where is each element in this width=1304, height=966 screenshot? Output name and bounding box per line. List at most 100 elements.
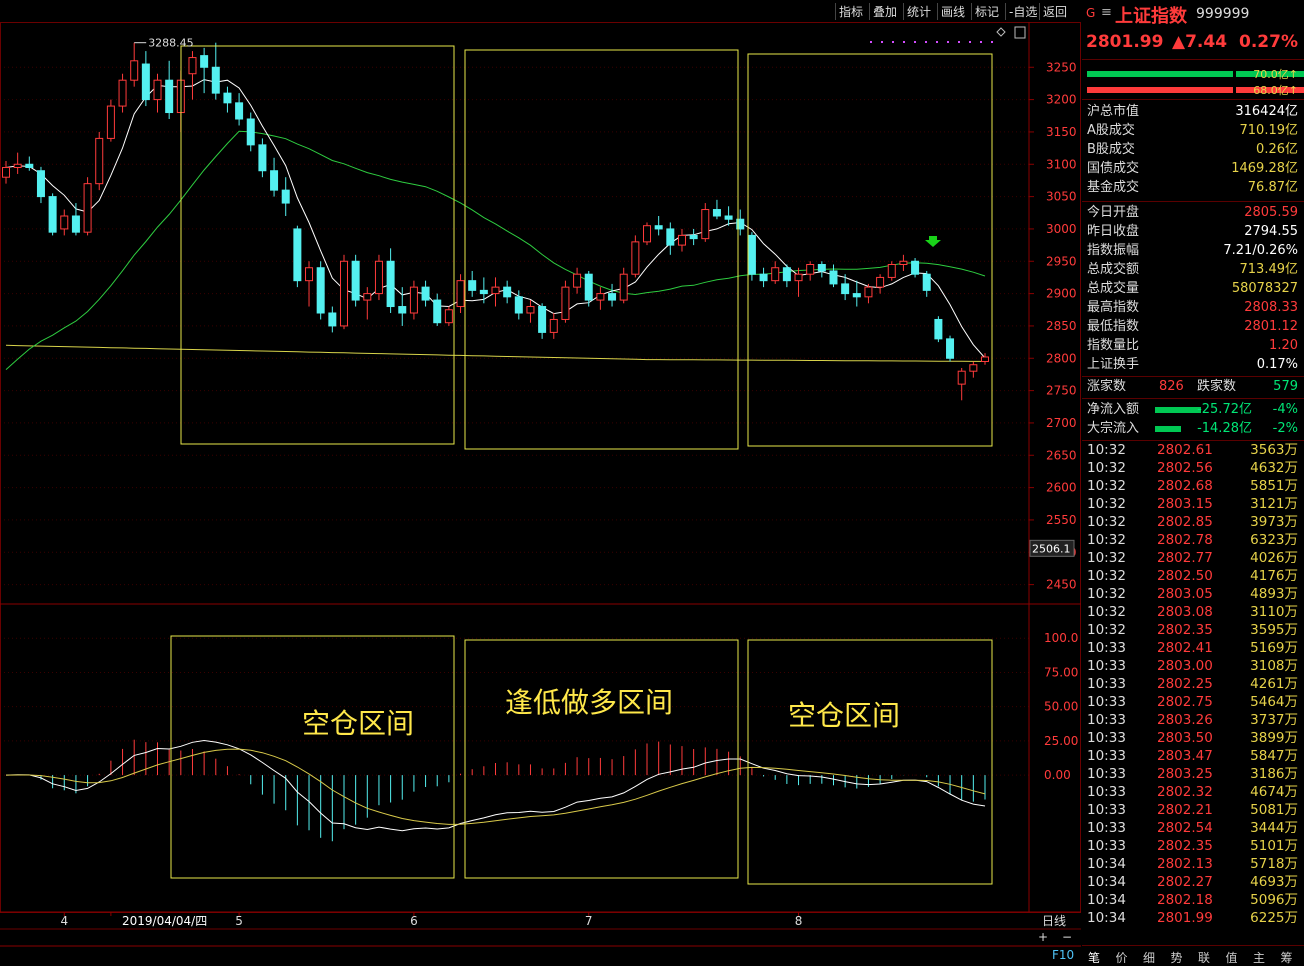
toolbar-item-3[interactable]: 画线 bbox=[937, 3, 968, 20]
tick-time: 10:32 bbox=[1087, 550, 1126, 566]
tick-price: 2801.99 bbox=[1157, 910, 1213, 926]
tick-volume: 3737万 bbox=[1250, 712, 1298, 728]
tick-time: 10:32 bbox=[1087, 478, 1126, 494]
candle bbox=[794, 267, 803, 297]
toolbar-item-0[interactable]: 指标 bbox=[835, 3, 866, 20]
toolbar-item-5[interactable]: -自选 bbox=[1005, 3, 1040, 20]
down-count: 579 bbox=[1273, 379, 1298, 394]
period-label[interactable]: 日线 bbox=[1042, 914, 1066, 928]
toolbar-item-2[interactable]: 统计 bbox=[903, 3, 934, 20]
x-tick-label: 5 bbox=[235, 914, 243, 928]
candle bbox=[468, 270, 477, 297]
tick-row: 10:33 2803.26 3737万 bbox=[1087, 711, 1298, 729]
macd-tick-label: 50.00 bbox=[1044, 700, 1078, 714]
tick-time: 10:33 bbox=[1087, 802, 1126, 818]
bottom-tab-3[interactable]: 势 bbox=[1170, 951, 1183, 965]
marker-dot bbox=[969, 41, 971, 43]
candle bbox=[409, 280, 418, 320]
tick-price: 2802.77 bbox=[1157, 550, 1213, 566]
candle bbox=[235, 93, 244, 126]
stat-row: 指数量比 1.20 bbox=[1087, 336, 1298, 355]
tick-volume: 4893万 bbox=[1250, 586, 1298, 602]
window-icon[interactable] bbox=[1014, 26, 1026, 39]
candle bbox=[328, 306, 337, 333]
toolbar-item-4[interactable]: 标记 bbox=[971, 3, 1002, 20]
bottom-tab-0[interactable]: 笔 bbox=[1088, 951, 1101, 965]
stat-value: 1469.28亿 bbox=[1231, 161, 1298, 177]
candle bbox=[969, 361, 978, 378]
stat-label: 指数振幅 bbox=[1087, 242, 1140, 258]
candle bbox=[106, 99, 115, 142]
toolbar-item-6[interactable]: 返回 bbox=[1039, 3, 1070, 20]
up-count-label: 涨家数 bbox=[1087, 379, 1127, 394]
candle bbox=[771, 261, 780, 284]
candle bbox=[305, 261, 314, 307]
tick-row: 10:34 2802.13 5718万 bbox=[1087, 855, 1298, 873]
macd-tick-label: 25.00 bbox=[1044, 734, 1078, 748]
crosshair-label-box bbox=[1029, 539, 1075, 557]
tick-volume: 3973万 bbox=[1250, 514, 1298, 530]
candle bbox=[759, 267, 768, 288]
candle bbox=[479, 277, 488, 304]
candle bbox=[724, 206, 733, 226]
tick-volume: 4693万 bbox=[1250, 874, 1298, 890]
stat-value: 2808.33 bbox=[1244, 300, 1298, 315]
bottom-tab-4[interactable]: 联 bbox=[1198, 951, 1211, 965]
bottom-tab-6[interactable]: 主 bbox=[1253, 951, 1266, 965]
bottom-tab-2[interactable]: 细 bbox=[1143, 951, 1156, 965]
stat-row: 昨日收盘 2794.55 bbox=[1087, 222, 1298, 241]
zoom-out-icon[interactable]: − bbox=[1062, 930, 1072, 944]
tick-volume: 3186万 bbox=[1250, 766, 1298, 782]
candle bbox=[538, 303, 547, 339]
bottom-tab-5[interactable]: 值 bbox=[1225, 951, 1238, 965]
candle bbox=[514, 290, 523, 320]
candle bbox=[421, 280, 430, 307]
y-tick-label: 3200 bbox=[1046, 93, 1077, 107]
candle bbox=[246, 112, 255, 152]
tick-time: 10:32 bbox=[1087, 532, 1126, 548]
y-tick-label: 3050 bbox=[1046, 190, 1077, 204]
diamond-icon[interactable] bbox=[996, 27, 1006, 37]
candle bbox=[899, 254, 908, 271]
tick-volume: 4026万 bbox=[1250, 550, 1298, 566]
tick-price: 2802.54 bbox=[1157, 820, 1213, 836]
tick-row: 10:33 2803.47 5847万 bbox=[1087, 747, 1298, 765]
toolbar-item-1[interactable]: 叠加 bbox=[869, 3, 900, 20]
flow-label: 大宗流入 bbox=[1087, 421, 1140, 436]
stat-value: 76.87亿 bbox=[1247, 180, 1298, 196]
marker-dot bbox=[870, 41, 872, 43]
bottom-tab-1[interactable]: 价 bbox=[1115, 951, 1128, 965]
tick-volume: 3563万 bbox=[1250, 442, 1298, 458]
zoom-in-icon[interactable]: + bbox=[1038, 930, 1048, 944]
menu-icon[interactable]: ≡ bbox=[1101, 5, 1112, 20]
stat-row: 上证换手 0.17% bbox=[1087, 355, 1298, 374]
flow-value: -14.28亿 bbox=[1197, 421, 1252, 436]
candle bbox=[747, 232, 756, 281]
marker-dot bbox=[936, 41, 938, 43]
stat-value: 58078327 bbox=[1231, 280, 1298, 296]
f10-button[interactable]: F10 bbox=[1052, 948, 1075, 962]
stat-value: 0.17% bbox=[1256, 357, 1298, 373]
candle bbox=[223, 86, 232, 113]
tick-time: 10:33 bbox=[1087, 676, 1126, 692]
g-icon[interactable]: G bbox=[1086, 6, 1096, 20]
tick-volume: 3444万 bbox=[1250, 820, 1298, 836]
tick-row: 10:32 2803.15 3121万 bbox=[1087, 495, 1298, 513]
candle bbox=[130, 42, 139, 87]
tick-volume: 3110万 bbox=[1250, 604, 1298, 620]
candle bbox=[211, 42, 220, 100]
tick-row: 10:33 2802.25 4261万 bbox=[1087, 675, 1298, 693]
bottom-tab-7[interactable]: 筹 bbox=[1280, 951, 1293, 965]
tick-time: 10:33 bbox=[1087, 748, 1126, 764]
tick-volume: 5169万 bbox=[1250, 640, 1298, 656]
stat-value: 1.20 bbox=[1269, 338, 1298, 354]
stat-value: 713.49亿 bbox=[1239, 261, 1299, 277]
marker-dot bbox=[881, 41, 883, 43]
change-pct: 0.27% bbox=[1239, 32, 1298, 52]
tick-volume: 5718万 bbox=[1250, 856, 1298, 872]
tick-volume: 4674万 bbox=[1250, 784, 1298, 800]
marker-dot bbox=[991, 41, 993, 43]
tick-price: 2803.15 bbox=[1157, 496, 1213, 512]
zone-annotation: 空仓区间 bbox=[788, 699, 900, 732]
